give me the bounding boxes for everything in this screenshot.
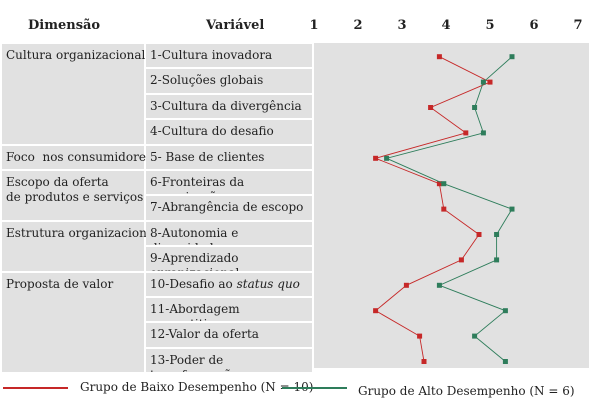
- dimension-label: Estrutura organizacional: [6, 225, 158, 240]
- variable-label: 4-Cultura do desafio: [150, 124, 274, 139]
- dimension-cell: [2, 171, 144, 220]
- dimension-label: Proposta de valor: [6, 276, 114, 291]
- variable-cell: 13-Poder de transformação: [146, 348, 312, 373]
- variable-cell: 3-Cultura da divergência: [146, 94, 312, 119]
- data-point: [502, 359, 508, 364]
- data-point: [441, 206, 447, 212]
- data-point: [472, 333, 478, 339]
- x-tick-label: 6: [529, 18, 539, 33]
- legend-label: Grupo de Alto Desempenho (N = 6): [358, 384, 575, 398]
- data-point: [476, 232, 482, 237]
- variable-label: 10-Desafio ao status quo: [150, 276, 300, 291]
- variable-label: 8-Autonomia e diversidade: [150, 225, 239, 245]
- data-point: [441, 181, 447, 187]
- dimension-label: Cultura organizacional: [6, 48, 146, 62]
- data-point: [428, 105, 434, 110]
- variable-label: 7-Abrangência de escopo: [150, 200, 304, 215]
- legend-label: Grupo de Baixo Desempenho (N = 10): [80, 380, 314, 394]
- data-point: [384, 155, 390, 161]
- data-point: [421, 359, 427, 364]
- variable-label: 2-Soluções globais: [150, 73, 264, 88]
- x-tick-label: 7: [573, 18, 583, 33]
- series-line: [374, 56, 492, 362]
- variable-label: 12-Valor da oferta: [150, 327, 259, 342]
- plot-area-background: [314, 43, 589, 368]
- dimension-label: Foco nos consumidores: [6, 149, 153, 164]
- dimension-cell: [2, 145, 144, 169]
- x-tick-label: 2: [353, 18, 363, 33]
- variable-label: 11-Abordagem competitiva: [150, 302, 240, 321]
- variable-label: 13-Poder de transformação: [150, 352, 239, 372]
- variable-label: 9-Aprendizado organizacional: [150, 251, 239, 270]
- data-point: [417, 333, 423, 339]
- x-tick-label: 1: [309, 18, 319, 33]
- data-point: [480, 79, 486, 85]
- data-point: [494, 232, 500, 237]
- legend-swatch: [3, 387, 68, 389]
- variable-cell: 8-Autonomia e diversidade: [146, 221, 312, 246]
- data-point: [480, 130, 486, 136]
- x-tick-label: 4: [441, 18, 451, 33]
- variable-cell: 1-Cultura inovadora: [146, 44, 312, 68]
- variable-cell: 12-Valor da oferta: [146, 323, 312, 347]
- variable-label: 3-Cultura da divergência: [150, 98, 302, 113]
- dimension-cell: [2, 272, 144, 373]
- dimension-cell: [2, 221, 144, 271]
- variable-cell: 6-Fronteiras da organização: [146, 171, 312, 195]
- variable-label: 6-Fronteiras da organização: [150, 175, 245, 194]
- variable-cell: 11-Abordagem competitiva: [146, 298, 312, 322]
- variable-header: Variável: [206, 18, 265, 33]
- dimension-header: Dimensão: [28, 18, 101, 33]
- data-point: [436, 282, 442, 288]
- data-point: [463, 130, 469, 136]
- series-line: [385, 56, 513, 362]
- variable-cell: 5- Base de clientes: [146, 145, 312, 169]
- data-point: [502, 308, 508, 314]
- x-tick-label: 5: [485, 18, 495, 33]
- variable-label: 1-Cultura inovadora: [150, 48, 273, 62]
- data-point: [509, 54, 515, 60]
- variable-label: 5- Base de clientes: [150, 149, 265, 164]
- legend-swatch: [282, 387, 347, 389]
- data-point: [509, 206, 515, 212]
- data-point: [403, 282, 409, 288]
- variable-cell: 10-Desafio ao status quo: [146, 272, 312, 296]
- variable-cell: 2-Soluções globais: [146, 69, 312, 93]
- data-point: [472, 105, 478, 110]
- dimension-cell: [2, 44, 144, 144]
- variable-cell: 7-Abrangência de escopo: [146, 196, 312, 220]
- x-tick-label: 3: [397, 18, 407, 33]
- data-point: [373, 308, 379, 314]
- variable-cell: 4-Cultura do desafio: [146, 120, 312, 144]
- data-point: [436, 181, 442, 187]
- dimension-label: Escopo da oferta de produtos e serviços: [6, 175, 144, 204]
- variable-cell: 9-Aprendizado organizacional: [146, 247, 312, 271]
- data-point: [458, 257, 464, 263]
- data-point: [487, 79, 493, 85]
- data-point: [373, 155, 379, 161]
- data-point: [494, 257, 500, 263]
- data-point: [436, 54, 442, 60]
